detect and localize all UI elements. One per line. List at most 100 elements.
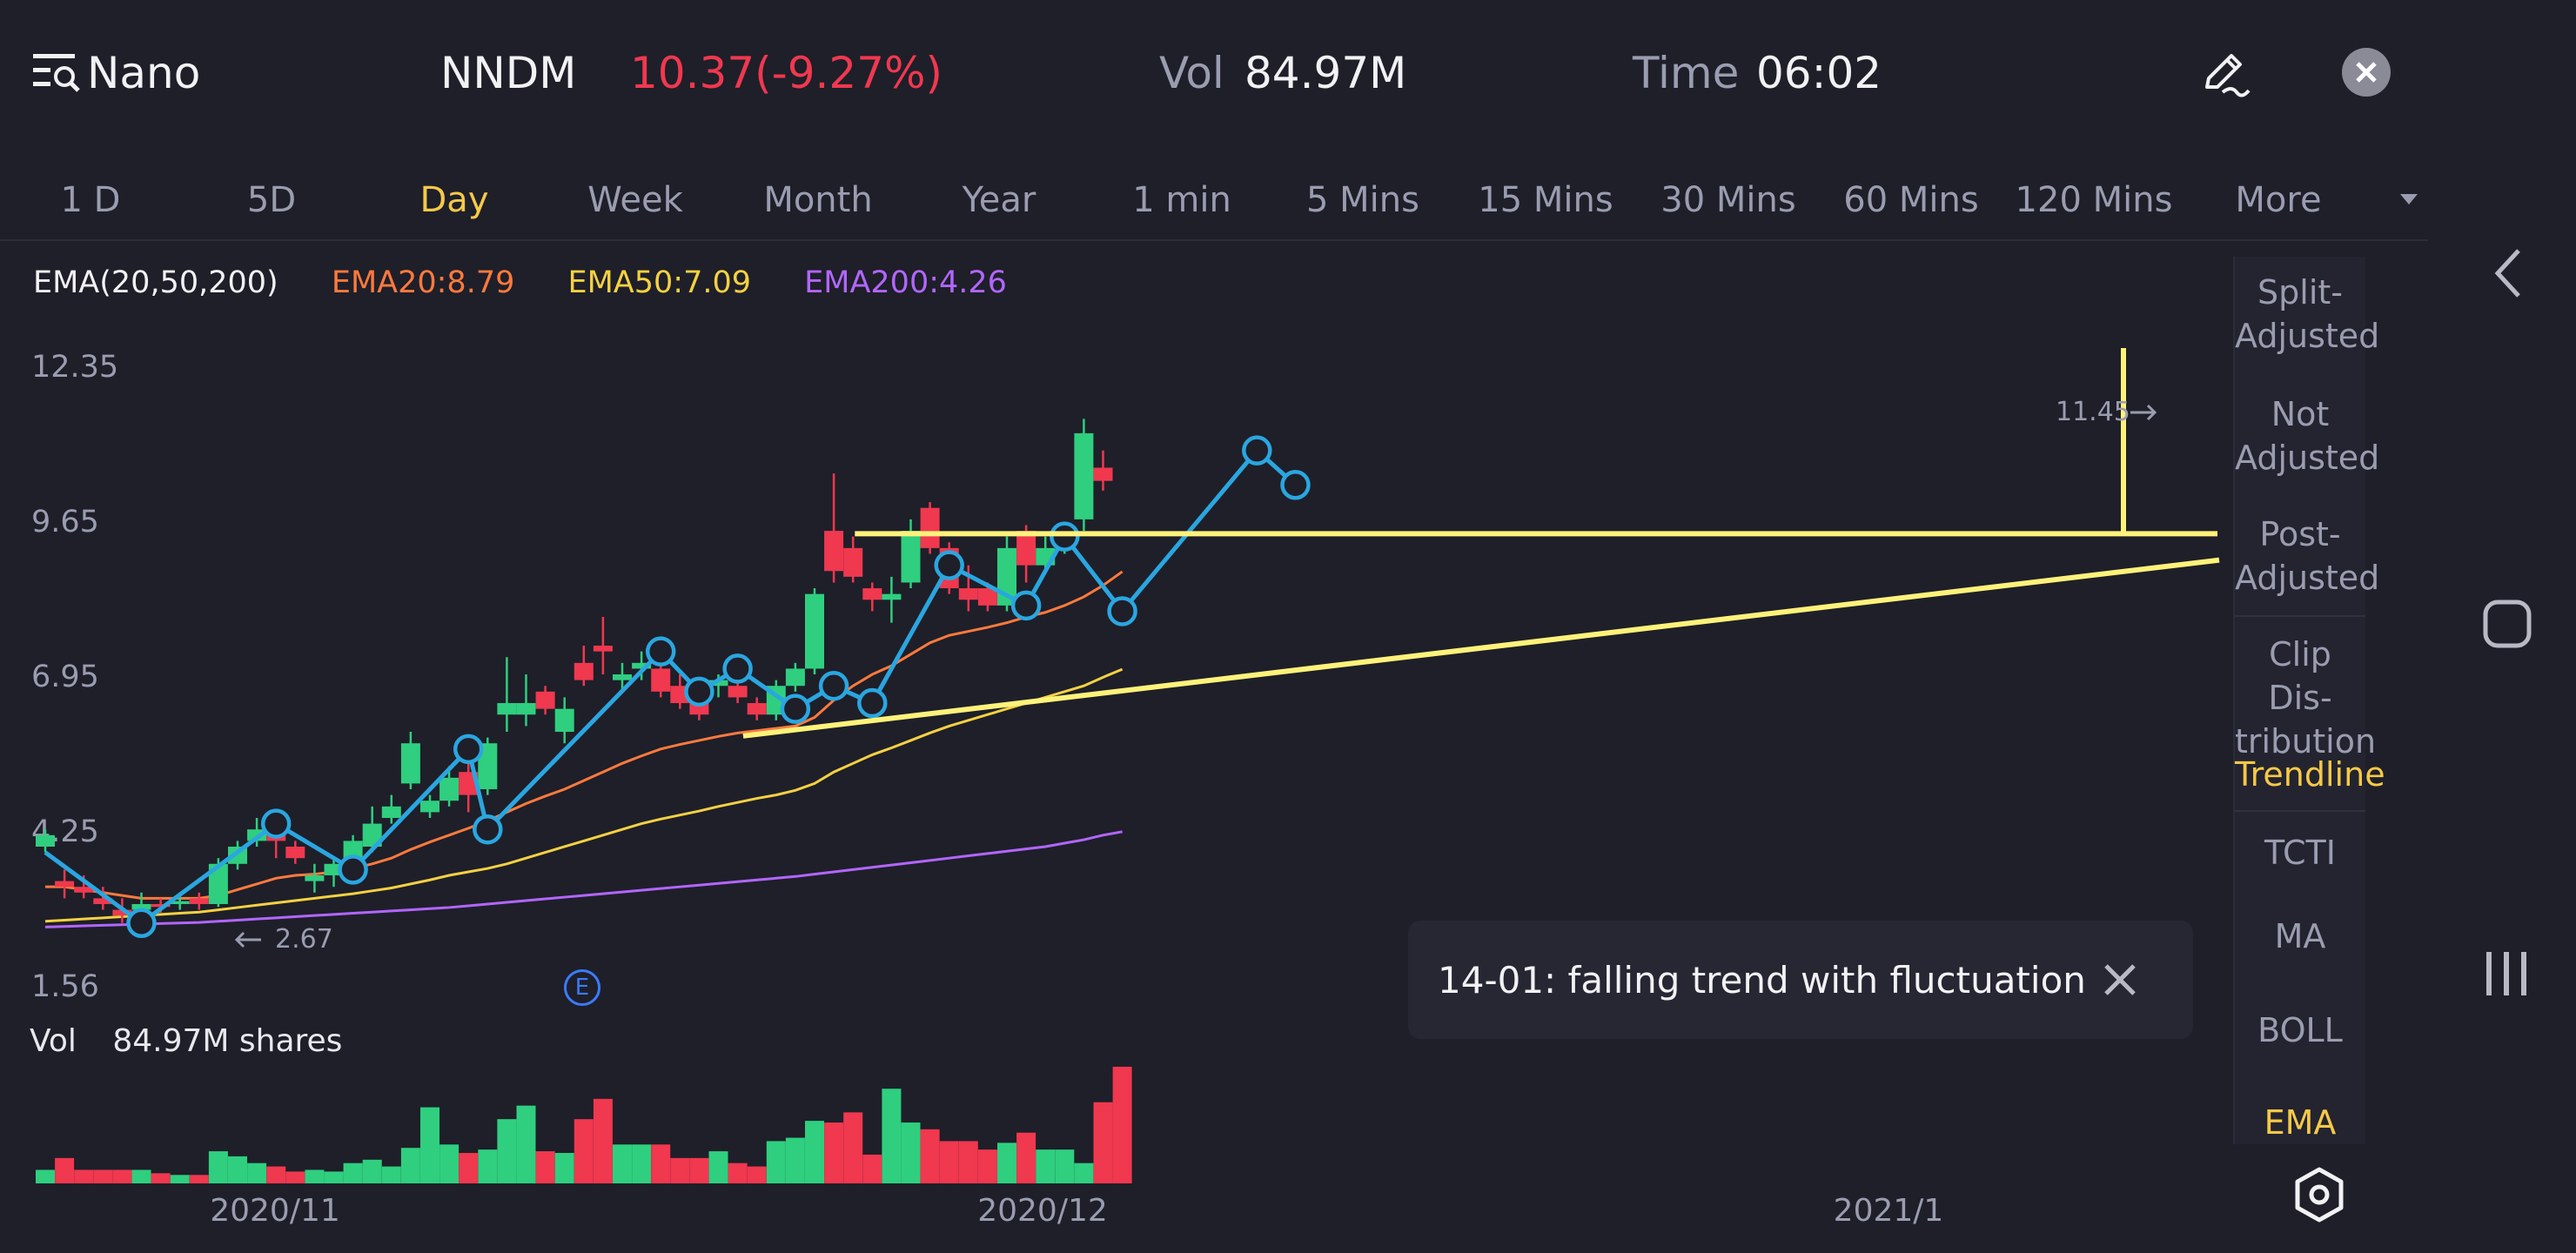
tab-more[interactable]: More xyxy=(2235,180,2322,220)
volume-bar xyxy=(766,1141,786,1183)
tab-month[interactable]: Month xyxy=(763,180,873,220)
pattern-description: 14-01: falling trend with fluctuation xyxy=(1438,959,2086,1002)
tab-5d[interactable]: 5D xyxy=(246,180,297,220)
candle-body xyxy=(613,674,632,680)
candle-body xyxy=(497,703,517,715)
volume-bar xyxy=(593,1098,613,1183)
chevron-left-icon[interactable] xyxy=(2491,245,2526,301)
menu-search-icon[interactable] xyxy=(31,50,84,96)
tab-1-min[interactable]: 1 min xyxy=(1132,180,1231,220)
tab-year[interactable]: Year xyxy=(962,180,1036,220)
candle-body xyxy=(651,668,671,692)
trendline-option[interactable]: Trendline xyxy=(2235,755,2385,794)
event-marker-letter: E xyxy=(574,975,590,1001)
volume-bar xyxy=(785,1137,805,1183)
volume-bar xyxy=(882,1089,902,1183)
volume-bar xyxy=(55,1157,75,1183)
tab-day[interactable]: Day xyxy=(419,180,489,220)
volume-bar xyxy=(535,1151,555,1183)
candle-body xyxy=(151,903,171,908)
volume-bar xyxy=(805,1121,824,1183)
settings-hex-icon[interactable] xyxy=(2291,1166,2348,1223)
volume-bar xyxy=(958,1141,978,1183)
ticker-symbol: NNDM xyxy=(440,48,577,98)
volume-bar xyxy=(728,1163,748,1183)
tab-1d[interactable]: 1 D xyxy=(60,180,121,220)
pattern-point xyxy=(453,734,484,765)
split-adjusted-option[interactable]: Split- Adjusted xyxy=(2235,273,2380,355)
volume-bar xyxy=(977,1149,997,1183)
tab-week[interactable]: Week xyxy=(587,180,683,220)
pattern-point xyxy=(645,636,676,667)
tab-5-mins[interactable]: 5 Mins xyxy=(1306,180,1419,220)
not-adjusted-option[interactable]: Not Adjusted xyxy=(2235,395,2380,477)
candle-body xyxy=(112,909,132,916)
tab-60-mins[interactable]: 60 Mins xyxy=(1843,180,1979,220)
boll-option[interactable]: BOLL xyxy=(2257,1011,2343,1049)
indicator-name[interactable]: EMA(20,50,200) xyxy=(33,265,278,300)
pattern-toast[interactable]: 14-01: falling trend with fluctuation xyxy=(1408,921,2193,1039)
volume-bar xyxy=(574,1119,594,1183)
recents-icon[interactable] xyxy=(2482,948,2531,999)
candle-body xyxy=(478,743,498,790)
candle-body xyxy=(805,593,824,669)
volume-bar xyxy=(497,1119,517,1183)
pen-icon[interactable] xyxy=(2198,47,2251,99)
volume-bar xyxy=(112,1169,132,1183)
candle-body xyxy=(1016,531,1036,566)
volume-bar xyxy=(997,1142,1016,1183)
tab-120-mins[interactable]: 120 Mins xyxy=(2015,180,2173,220)
price-tick: 9.65 xyxy=(31,505,99,539)
volume-bar xyxy=(170,1175,190,1183)
candle-body xyxy=(593,646,613,652)
volume-value: 84.97M xyxy=(1244,48,1407,98)
pattern-point xyxy=(1280,470,1311,500)
candle-body xyxy=(400,743,420,784)
volume-bar xyxy=(1112,1066,1132,1183)
caret-down-icon[interactable] xyxy=(2398,192,2419,206)
close-icon[interactable] xyxy=(2341,47,2392,97)
post-adjusted-option[interactable]: Post- Adjusted xyxy=(2235,515,2380,597)
earnings-event-marker[interactable]: E xyxy=(564,969,600,1006)
volume-bar xyxy=(285,1171,305,1183)
candle-body xyxy=(208,863,228,904)
tab-15-mins[interactable]: 15 Mins xyxy=(1478,180,1613,220)
candle-body xyxy=(189,898,209,904)
tcti-option[interactable]: TCTI xyxy=(2264,834,2336,872)
candle-body xyxy=(439,777,460,801)
price-chart[interactable] xyxy=(0,331,2228,1236)
volume-bar xyxy=(228,1156,247,1183)
app-name[interactable]: Nano xyxy=(87,48,201,98)
panel-divider xyxy=(2235,810,2365,812)
volume-bar xyxy=(459,1153,479,1183)
volume-header: Vol 84.97M shares xyxy=(30,1022,342,1061)
volume-bar xyxy=(939,1141,959,1183)
pattern-point xyxy=(818,670,849,701)
candle-body xyxy=(901,531,921,583)
volume-bar xyxy=(36,1169,55,1183)
clip-distribution-option[interactable]: Clip Dis- tribution xyxy=(2235,635,2377,761)
candle-body xyxy=(516,703,536,715)
candle-body xyxy=(574,662,594,680)
tab-30-mins[interactable]: 30 Mins xyxy=(1660,180,1796,220)
volume-bar xyxy=(305,1169,325,1183)
pattern-point xyxy=(338,854,368,885)
candle-body xyxy=(36,834,55,847)
low-price-label: 2.67 xyxy=(275,924,333,955)
volume-bar xyxy=(824,1122,844,1183)
ema-option[interactable]: EMA xyxy=(2264,1103,2337,1142)
candle-body xyxy=(920,507,940,548)
volume-bar xyxy=(651,1144,671,1183)
candle-body xyxy=(708,680,728,687)
close-icon[interactable] xyxy=(2094,954,2146,1006)
period-tabs: 1 D 5D Day Week Month Year 1 min 5 Mins … xyxy=(0,161,2428,241)
ma-option[interactable]: MA xyxy=(2274,917,2326,955)
candle-body xyxy=(285,846,305,859)
home-square-icon[interactable] xyxy=(2482,599,2532,649)
pattern-point xyxy=(1107,596,1137,626)
candle-body xyxy=(74,887,94,893)
volume-pane-value: 84.97M shares xyxy=(112,1023,343,1059)
arrow-right-icon xyxy=(2129,402,2158,423)
volume-bar xyxy=(93,1169,113,1183)
candle-body xyxy=(824,531,844,572)
